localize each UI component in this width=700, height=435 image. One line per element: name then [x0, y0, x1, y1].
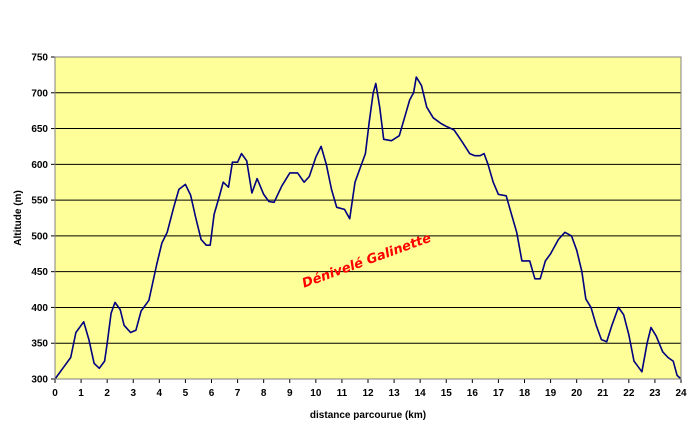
- y-tick-label: 550: [31, 196, 48, 207]
- x-tick-label: 4: [157, 388, 163, 399]
- y-tick-label: 350: [31, 339, 48, 350]
- x-tick-label: 7: [235, 388, 241, 399]
- x-tick-label: 21: [597, 388, 609, 399]
- x-tick-label: 1: [78, 388, 84, 399]
- y-tick-label: 700: [31, 88, 48, 99]
- x-tick-label: 5: [183, 388, 189, 399]
- x-tick-label: 20: [571, 388, 583, 399]
- y-tick-label: 650: [31, 124, 48, 135]
- y-tick-label: 300: [31, 375, 48, 386]
- x-tick-label: 13: [389, 388, 401, 399]
- series: [54, 76, 682, 380]
- x-tick-label: 11: [337, 388, 348, 399]
- x-tick-label: 22: [623, 388, 635, 399]
- series-line: [54, 76, 682, 380]
- y-axis: 300 350 400 450 500 550 600 650 700 750: [31, 53, 56, 386]
- x-tick-label: 18: [519, 388, 531, 399]
- x-axis: 0 1 2 3 4 5 6 7 8 9 10 11 12 13 14 15 16 17 18 19 20 21 22 23 24: [52, 378, 687, 399]
- plot-frame: [54, 56, 682, 380]
- x-tick-label: 0: [52, 388, 58, 399]
- x-tick-label: 15: [441, 388, 453, 399]
- y-tick-label: 400: [31, 303, 48, 314]
- y-axis-title: Altitude (m): [13, 190, 24, 246]
- x-tick-label: 23: [649, 388, 661, 399]
- x-tick-label: 19: [545, 388, 557, 399]
- x-tick-label: 6: [209, 388, 215, 399]
- x-tick-label: 8: [261, 388, 267, 399]
- x-tick-label: 12: [362, 388, 374, 399]
- x-tick-label: 14: [415, 388, 427, 399]
- y-tick-label: 500: [31, 231, 48, 242]
- x-tick-label: 3: [130, 388, 136, 399]
- y-tick-label: 450: [31, 267, 48, 278]
- x-tick-label: 24: [675, 388, 687, 399]
- x-axis-title: distance parcourue (km): [310, 410, 426, 421]
- y-tick-label: 600: [31, 160, 48, 171]
- x-tick-label: 2: [104, 388, 110, 399]
- x-tick-label: 10: [310, 388, 322, 399]
- x-tick-label: 9: [287, 388, 293, 399]
- x-tick-label: 16: [467, 388, 479, 399]
- y-tick-label: 750: [31, 53, 48, 64]
- plot-background: [55, 57, 681, 379]
- x-tick-label: 17: [493, 388, 505, 399]
